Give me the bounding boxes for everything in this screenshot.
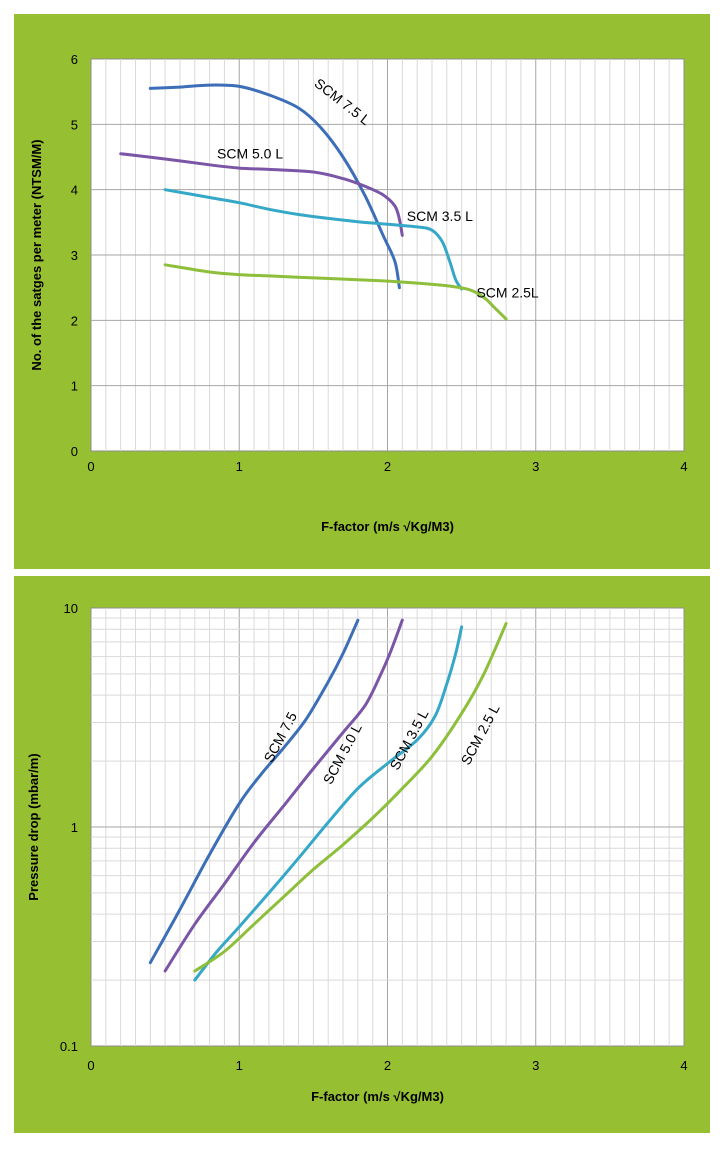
x-tick-label: 1: [236, 1058, 243, 1073]
y-axis-title: No. of the satges per meter (NTSM/M): [29, 139, 44, 370]
series-label-2: SCM 5.0 L: [217, 145, 283, 161]
series-line-2: [119, 152, 404, 237]
x-tick-label: 4: [680, 459, 687, 474]
y-tick-label: 1: [71, 379, 78, 394]
x-axis-title: F-factor (m/s √Kg/M3): [321, 519, 454, 534]
y-tick-label: 6: [71, 52, 78, 67]
x-tick-label: 2: [384, 1058, 391, 1073]
series-line-2: [163, 618, 404, 973]
chart-panel-top: 0 1 2 3 4 0 1 2 3 4 5 6 F-factor (m/s √Kg/M3) No. of …: [14, 14, 710, 569]
y-tick-label: 5: [71, 117, 78, 132]
series-label-4: SCM 2.5L: [476, 284, 538, 300]
stages-chart: 0 1 2 3 4 0 1 2 3 4 5 6 F-factor (m/s √Kg/M3) No. of …: [29, 52, 688, 534]
x-axis-title: F-factor (m/s √Kg/M3): [311, 1089, 444, 1104]
x-tick-label: 0: [87, 1058, 94, 1073]
series-line-4: [193, 622, 508, 973]
series-line-3: [163, 188, 464, 291]
series-line-1: [148, 618, 360, 965]
x-tick-label: 1: [236, 459, 243, 474]
x-tick-label: 0: [87, 459, 94, 474]
y-tick-label: 10: [64, 601, 78, 616]
gridlines: [91, 59, 684, 451]
gridlines: [91, 608, 684, 1046]
y-tick-label: 4: [71, 183, 78, 198]
y-tick-label: 0.1: [60, 1039, 78, 1054]
y-tick-label: 3: [71, 248, 78, 263]
x-tick-label: 4: [680, 1058, 687, 1073]
x-tick-label: 3: [532, 1058, 539, 1073]
chart-panel-bottom: 0 1 2 3 4 0.1 1 10 F-factor (m/s √Kg/M3) Pressure…: [14, 576, 710, 1133]
y-tick-label: 0: [71, 444, 78, 459]
series-line-3: [193, 625, 464, 982]
y-tick-label: 2: [71, 313, 78, 328]
pressure-drop-chart: 0 1 2 3 4 0.1 1 10 F-factor (m/s √Kg/M3) Pressure…: [26, 601, 688, 1104]
x-tick-label: 3: [532, 459, 539, 474]
series-line-4: [163, 263, 508, 321]
y-tick-label: 1: [71, 820, 78, 835]
x-tick-label: 2: [384, 459, 391, 474]
series-line-1: [148, 83, 401, 290]
y-axis-title: Pressure drop (mbar/m): [26, 753, 41, 900]
series-label-3: SCM 3.5 L: [407, 208, 473, 224]
